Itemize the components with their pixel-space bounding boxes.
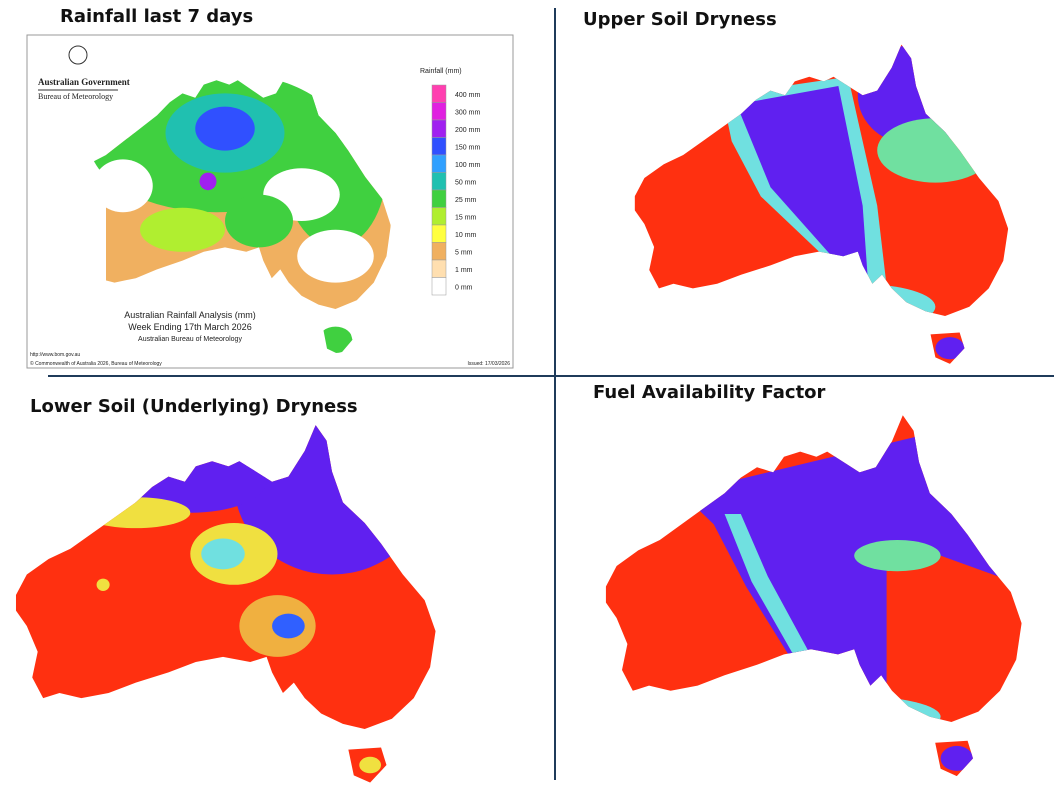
legend-swatch bbox=[431, 277, 447, 296]
caption: Week Ending 17th March 2026 bbox=[128, 322, 251, 332]
fuel-map bbox=[605, 415, 1022, 777]
legend-swatch bbox=[431, 189, 447, 208]
legend-swatch bbox=[431, 224, 447, 243]
issued: Issued: 17/03/2026 bbox=[467, 361, 510, 367]
bureau: Bureau of Meteorology bbox=[38, 92, 113, 101]
legend-title: Rainfall (mm) bbox=[420, 68, 462, 75]
upper-soil-map bbox=[634, 44, 1009, 364]
legend-label: 5 mm bbox=[455, 250, 473, 257]
agency: Australian Government bbox=[38, 77, 130, 87]
legend-label: 200 mm bbox=[455, 127, 480, 134]
legend-label: 1 mm bbox=[455, 267, 473, 274]
panel-title: Lower Soil (Underlying) Dryness bbox=[30, 396, 358, 417]
legend-swatch bbox=[431, 119, 447, 138]
legend-swatch bbox=[431, 259, 447, 278]
legend-swatch bbox=[431, 137, 447, 156]
legend-label: 10 mm bbox=[455, 232, 477, 239]
lower-soil-map bbox=[15, 425, 436, 783]
legend-swatch bbox=[431, 154, 447, 173]
url: http://www.bom.gov.au bbox=[30, 352, 80, 358]
legend-swatch bbox=[431, 172, 447, 191]
legend-label: 150 mm bbox=[455, 145, 480, 152]
caption: Australian Bureau of Meteorology bbox=[138, 336, 242, 343]
panel-title: Rainfall last 7 days bbox=[60, 6, 253, 27]
legend-swatch bbox=[431, 207, 447, 226]
legend: 400 mm 300 mm 200 mm 150 mm 100 mm 50 mm 25 mm… bbox=[431, 84, 480, 296]
bom-logo: Australian Government Bureau of Meteorol… bbox=[38, 45, 130, 101]
legend-label: 100 mm bbox=[455, 162, 480, 169]
legend-swatch bbox=[431, 102, 447, 121]
legend-swatch bbox=[431, 84, 447, 103]
panel-title: Fuel Availability Factor bbox=[593, 382, 826, 403]
copyright: © Commonwealth of Australia 2026, Bureau… bbox=[30, 360, 162, 367]
caption: Australian Rainfall Analysis (mm) bbox=[124, 310, 256, 320]
legend-label: 300 mm bbox=[455, 110, 480, 117]
legend-label: 400 mm bbox=[455, 92, 480, 99]
legend-label: 50 mm bbox=[455, 180, 477, 187]
legend-swatch bbox=[431, 242, 447, 261]
legend-label: 25 mm bbox=[455, 197, 477, 204]
legend-label: 0 mm bbox=[455, 285, 473, 292]
legend-label: 15 mm bbox=[455, 215, 477, 222]
panel-title: Upper Soil Dryness bbox=[583, 9, 777, 30]
